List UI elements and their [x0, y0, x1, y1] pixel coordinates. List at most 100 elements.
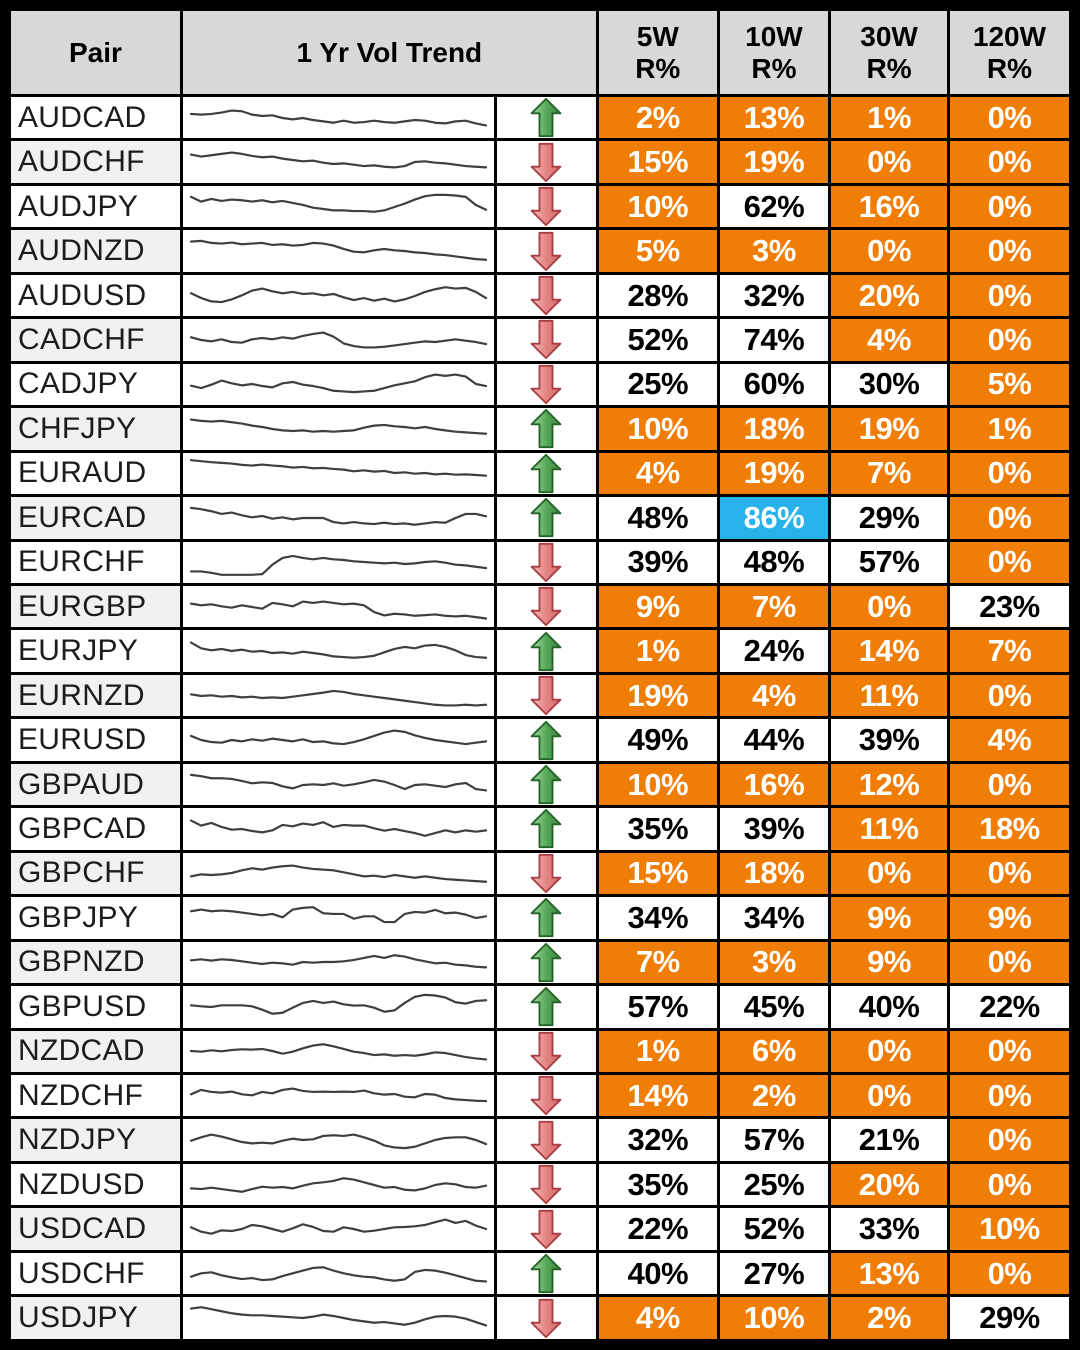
- r-percent-cell: 0%: [828, 227, 950, 275]
- r-percent-cell: 19%: [716, 449, 832, 498]
- sparkline-chart: [188, 988, 489, 1026]
- trend-up-arrow-icon: [530, 898, 562, 938]
- r-percent-cell: 15%: [595, 849, 720, 898]
- trend-cell: [493, 271, 599, 320]
- r-percent-cell: 0%: [946, 449, 1073, 498]
- r-percent-cell: 19%: [716, 138, 832, 186]
- r-percent-cell: 16%: [716, 760, 832, 809]
- r-percent-cell: 0%: [946, 316, 1073, 364]
- r-percent-cell: 9%: [595, 582, 720, 631]
- trend-up-arrow-icon: [530, 943, 562, 982]
- r-percent-cell: 14%: [595, 1071, 720, 1120]
- trend-up-arrow-icon: [530, 454, 562, 493]
- table-row: GBPCHF 15% 18% 0% 0%: [8, 849, 1073, 898]
- r-percent-cell: 32%: [595, 1116, 720, 1164]
- r-percent-cell: 0%: [946, 1116, 1073, 1164]
- trend-cell: [493, 405, 599, 453]
- r-percent-cell: 30%: [828, 360, 950, 409]
- r-percent-cell: 12%: [828, 760, 950, 809]
- sparkline-chart: [188, 899, 489, 937]
- sparkline-chart: [188, 143, 489, 181]
- r-percent-cell: 18%: [716, 405, 832, 453]
- trend-down-arrow-icon: [530, 320, 562, 360]
- trend-cell: [493, 494, 599, 542]
- pair-name: NZDUSD: [8, 1160, 183, 1209]
- r-percent-cell: 25%: [595, 360, 720, 409]
- sparkline-cell: [179, 360, 497, 409]
- r-percent-cell: 1%: [595, 627, 720, 675]
- trend-cell: [493, 627, 599, 675]
- r-percent-cell: 29%: [828, 494, 950, 542]
- trend-cell: [493, 894, 599, 942]
- trend-cell: [493, 538, 599, 586]
- table-row: NZDCAD 1% 6% 0% 0%: [8, 1027, 1073, 1075]
- pair-name: USDJPY: [8, 1294, 183, 1342]
- sparkline-chart: [188, 1166, 489, 1204]
- table-row: GBPNZD 7% 3% 9% 0%: [8, 938, 1073, 987]
- r-percent-cell: 4%: [828, 316, 950, 364]
- r-percent-cell: 3%: [716, 938, 832, 987]
- r-percent-cell: 13%: [828, 1249, 950, 1298]
- r-percent-cell: 48%: [595, 494, 720, 542]
- pair-name: GBPCHF: [8, 849, 183, 898]
- table-row: CHFJPY 10% 18% 19% 1%: [8, 405, 1073, 453]
- r-percent-cell: 28%: [595, 271, 720, 320]
- sparkline-chart: [188, 1299, 489, 1337]
- trend-cell: [493, 1071, 599, 1120]
- trend-down-arrow-icon: [530, 854, 562, 893]
- sparkline-chart: [188, 943, 489, 981]
- pair-name: AUDCAD: [8, 93, 183, 142]
- table-row: GBPCAD 35% 39% 11% 18%: [8, 805, 1073, 853]
- trend-down-arrow-icon: [530, 1298, 562, 1338]
- sparkline-chart: [188, 410, 489, 448]
- trend-cell: [493, 227, 599, 275]
- table-row: AUDCHF 15% 19% 0% 0%: [8, 138, 1073, 186]
- pair-name: CADCHF: [8, 316, 183, 364]
- sparkline-chart: [188, 99, 489, 137]
- pair-name: EURCAD: [8, 494, 183, 542]
- r-percent-cell: 0%: [946, 1027, 1073, 1075]
- r-percent-cell: 18%: [946, 805, 1073, 853]
- r-percent-cell: 9%: [946, 894, 1073, 942]
- sparkline-cell: [179, 627, 497, 675]
- r-percent-cell: 4%: [716, 671, 832, 720]
- sparkline-chart: [188, 499, 489, 537]
- r-percent-cell: 52%: [716, 1205, 832, 1253]
- sparkline-cell: [179, 1071, 497, 1120]
- table-row: GBPJPY 34% 34% 9% 9%: [8, 894, 1073, 942]
- sparkline-cell: [179, 538, 497, 586]
- col-header-10w-r: 10W R%: [716, 8, 832, 97]
- r-percent-cell: 44%: [716, 716, 832, 764]
- sparkline-chart: [188, 810, 489, 848]
- trend-cell: [493, 1027, 599, 1075]
- r-percent-cell: 4%: [595, 449, 720, 498]
- trend-cell: [493, 182, 599, 231]
- r-percent-cell: 86%: [716, 494, 832, 542]
- r-percent-cell: 11%: [828, 805, 950, 853]
- pair-name: NZDCAD: [8, 1027, 183, 1075]
- r-percent-cell: 0%: [946, 538, 1073, 586]
- pair-name: EURUSD: [8, 716, 183, 764]
- trend-down-arrow-icon: [530, 1165, 562, 1204]
- r-percent-cell: 3%: [716, 227, 832, 275]
- table-row: NZDUSD 35% 25% 20% 0%: [8, 1160, 1073, 1209]
- sparkline-cell: [179, 1116, 497, 1164]
- table-row: USDCAD 22% 52% 33% 10%: [8, 1205, 1073, 1253]
- r-percent-cell: 0%: [828, 1027, 950, 1075]
- sparkline-chart: [188, 721, 489, 759]
- r-percent-cell: 2%: [595, 93, 720, 142]
- pair-name: GBPCAD: [8, 805, 183, 853]
- sparkline-cell: [179, 671, 497, 720]
- r-percent-cell: 5%: [946, 360, 1073, 409]
- r-percent-cell: 52%: [595, 316, 720, 364]
- trend-cell: [493, 716, 599, 764]
- trend-down-arrow-icon: [530, 187, 562, 226]
- trend-cell: [493, 1205, 599, 1253]
- r-percent-cell: 32%: [716, 271, 832, 320]
- pair-name: EURGBP: [8, 582, 183, 631]
- sparkline-chart: [188, 454, 489, 492]
- pair-name: AUDJPY: [8, 182, 183, 231]
- r-percent-cell: 35%: [595, 805, 720, 853]
- r-percent-cell: 0%: [946, 494, 1073, 542]
- r-percent-cell: 0%: [946, 760, 1073, 809]
